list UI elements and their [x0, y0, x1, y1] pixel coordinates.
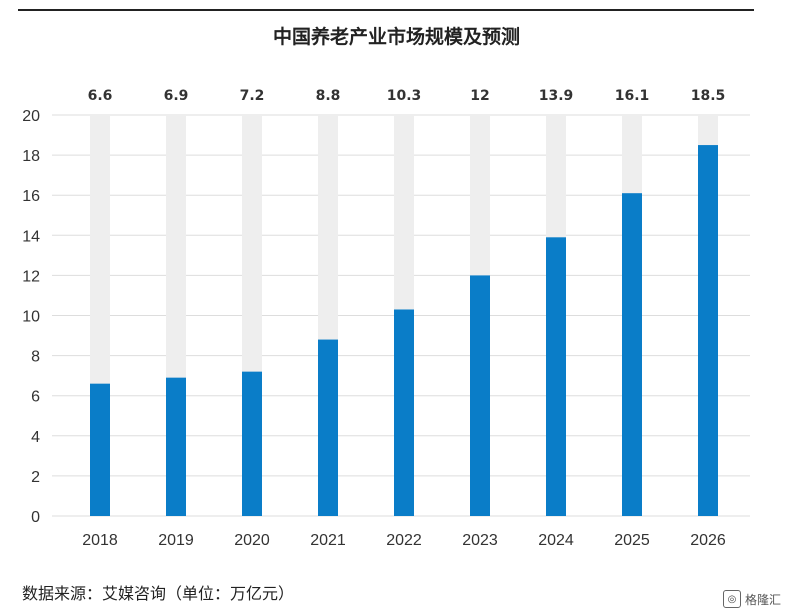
y-tick-label: 16 [22, 188, 40, 205]
bar [622, 193, 642, 516]
y-tick-label: 2 [31, 469, 40, 486]
y-tick-label: 18 [22, 148, 40, 165]
value-label: 16.1 [615, 88, 650, 104]
bar [394, 309, 414, 516]
bars [90, 145, 718, 516]
x-tick-label: 2025 [614, 532, 650, 549]
y-tick-label: 10 [22, 309, 40, 326]
watermark-text: 格隆汇 [744, 592, 781, 607]
bar [166, 377, 186, 516]
value-label: 12 [470, 88, 489, 104]
x-tick-label: 2022 [386, 532, 422, 549]
x-tick-label: 2019 [158, 532, 194, 549]
value-label: 10.3 [387, 88, 422, 104]
bar [698, 145, 718, 516]
chart-title: 中国养老产业市场规模及预测 [272, 26, 520, 48]
value-labels: 6.6 6.9 7.2 8.8 10.3 12 13.9 16.1 18.5 [88, 88, 726, 104]
bar [242, 371, 262, 516]
value-label: 6.9 [164, 88, 189, 104]
x-tick-label: 2026 [690, 532, 726, 549]
value-label: 18.5 [691, 88, 726, 104]
y-tick-label: 12 [22, 268, 40, 285]
value-label: 13.9 [539, 88, 574, 104]
y-tick-label: 0 [31, 509, 40, 526]
y-tick-label: 6 [31, 389, 40, 406]
bar [318, 339, 338, 516]
value-label: 7.2 [240, 88, 265, 104]
bar [470, 275, 490, 516]
x-tick-label: 2021 [310, 532, 346, 549]
x-axis-tick-labels: 2018 2019 2020 2021 2022 2023 2024 2025 2026 [82, 532, 726, 549]
y-tick-label: 8 [31, 349, 40, 366]
y-axis-tick-labels: 0 2 4 6 8 10 12 14 16 18 20 [22, 108, 40, 526]
x-tick-label: 2018 [82, 532, 118, 549]
title-rule [18, 9, 754, 11]
watermark: ◎ 格隆汇 [722, 590, 781, 608]
y-tick-label: 20 [22, 108, 40, 125]
x-tick-label: 2024 [538, 532, 574, 549]
bar [546, 237, 566, 516]
x-tick-label: 2020 [234, 532, 270, 549]
watermark-logo-icon: ◎ [722, 590, 741, 608]
x-tick-label: 2023 [462, 532, 498, 549]
y-tick-label: 14 [22, 228, 40, 245]
value-label: 6.6 [88, 88, 113, 104]
value-label: 8.8 [316, 88, 341, 104]
bar [90, 383, 110, 516]
y-tick-label: 4 [31, 429, 40, 446]
source-note: 数据来源：艾媒咨询（单位：万亿元） [22, 584, 295, 603]
